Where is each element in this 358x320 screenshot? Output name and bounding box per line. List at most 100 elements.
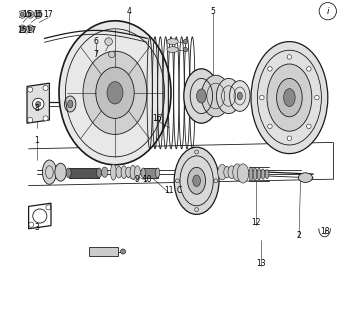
Ellipse shape: [141, 168, 145, 178]
Ellipse shape: [126, 167, 131, 177]
Circle shape: [108, 51, 115, 58]
Text: 12: 12: [251, 218, 261, 227]
Ellipse shape: [66, 168, 71, 178]
Ellipse shape: [237, 164, 249, 183]
Text: 11: 11: [165, 186, 174, 195]
Ellipse shape: [237, 92, 242, 100]
Ellipse shape: [193, 175, 200, 187]
Ellipse shape: [284, 89, 295, 107]
Circle shape: [183, 39, 188, 44]
Ellipse shape: [251, 42, 328, 154]
Circle shape: [28, 87, 33, 92]
Circle shape: [26, 11, 34, 18]
Circle shape: [43, 85, 48, 91]
Circle shape: [268, 67, 272, 71]
Text: 2: 2: [297, 231, 301, 240]
Text: 15: 15: [22, 10, 32, 19]
Circle shape: [18, 11, 26, 18]
Text: 10: 10: [142, 175, 152, 184]
Ellipse shape: [83, 51, 147, 134]
Circle shape: [26, 25, 34, 33]
Ellipse shape: [116, 166, 122, 178]
Circle shape: [36, 101, 41, 107]
Ellipse shape: [261, 169, 265, 179]
Text: C: C: [176, 186, 182, 195]
Ellipse shape: [59, 21, 171, 165]
Bar: [143, 168, 158, 178]
Circle shape: [18, 25, 26, 33]
Circle shape: [260, 95, 264, 100]
Text: 8: 8: [34, 104, 39, 113]
Ellipse shape: [277, 78, 302, 117]
Ellipse shape: [233, 164, 242, 180]
Ellipse shape: [174, 147, 219, 214]
Ellipse shape: [224, 166, 230, 178]
Ellipse shape: [184, 69, 219, 123]
Text: 5: 5: [210, 7, 215, 16]
Ellipse shape: [55, 163, 66, 181]
Circle shape: [28, 27, 32, 31]
Ellipse shape: [130, 165, 136, 179]
Circle shape: [183, 47, 188, 52]
Ellipse shape: [64, 96, 76, 112]
Ellipse shape: [257, 168, 261, 180]
Text: i: i: [326, 7, 329, 16]
Ellipse shape: [249, 167, 253, 181]
Circle shape: [306, 124, 311, 129]
Bar: [69, 168, 99, 178]
Text: 6: 6: [93, 37, 98, 46]
Bar: [90, 247, 118, 256]
Ellipse shape: [121, 166, 127, 179]
Circle shape: [306, 67, 311, 71]
Text: 17: 17: [44, 10, 53, 19]
Circle shape: [34, 11, 42, 18]
Ellipse shape: [86, 98, 93, 110]
Circle shape: [28, 117, 33, 123]
Circle shape: [36, 12, 40, 16]
Ellipse shape: [202, 75, 230, 117]
Circle shape: [105, 38, 112, 45]
Circle shape: [20, 27, 24, 31]
Text: 9: 9: [135, 175, 140, 184]
Circle shape: [268, 124, 272, 129]
Polygon shape: [27, 83, 49, 123]
Text: 4: 4: [127, 7, 132, 16]
Text: 1: 1: [34, 136, 39, 145]
Circle shape: [144, 43, 150, 50]
Ellipse shape: [102, 167, 108, 177]
Ellipse shape: [267, 64, 312, 131]
Ellipse shape: [68, 100, 73, 108]
Circle shape: [315, 95, 319, 100]
Ellipse shape: [42, 160, 57, 184]
Ellipse shape: [135, 166, 140, 179]
Ellipse shape: [229, 81, 250, 111]
Circle shape: [28, 12, 32, 16]
Text: 3: 3: [34, 223, 39, 232]
Circle shape: [20, 12, 24, 16]
Circle shape: [287, 136, 292, 140]
Ellipse shape: [217, 78, 241, 114]
Ellipse shape: [111, 164, 116, 180]
Ellipse shape: [265, 170, 269, 179]
Ellipse shape: [298, 173, 313, 182]
Circle shape: [120, 249, 126, 254]
Text: 1517: 1517: [18, 26, 37, 35]
Text: 7: 7: [93, 50, 98, 59]
Ellipse shape: [253, 168, 257, 180]
Ellipse shape: [188, 167, 205, 194]
Ellipse shape: [197, 89, 206, 103]
Circle shape: [33, 98, 44, 110]
Text: 13: 13: [256, 260, 265, 268]
Circle shape: [43, 116, 48, 121]
Ellipse shape: [167, 39, 178, 44]
Ellipse shape: [167, 47, 178, 52]
Ellipse shape: [96, 67, 134, 118]
Ellipse shape: [218, 164, 227, 180]
Ellipse shape: [96, 168, 102, 178]
Text: 15: 15: [33, 10, 42, 19]
Circle shape: [287, 55, 292, 59]
Text: 18: 18: [320, 228, 329, 236]
Ellipse shape: [155, 168, 160, 178]
Text: 16: 16: [152, 114, 161, 123]
Ellipse shape: [107, 82, 123, 104]
